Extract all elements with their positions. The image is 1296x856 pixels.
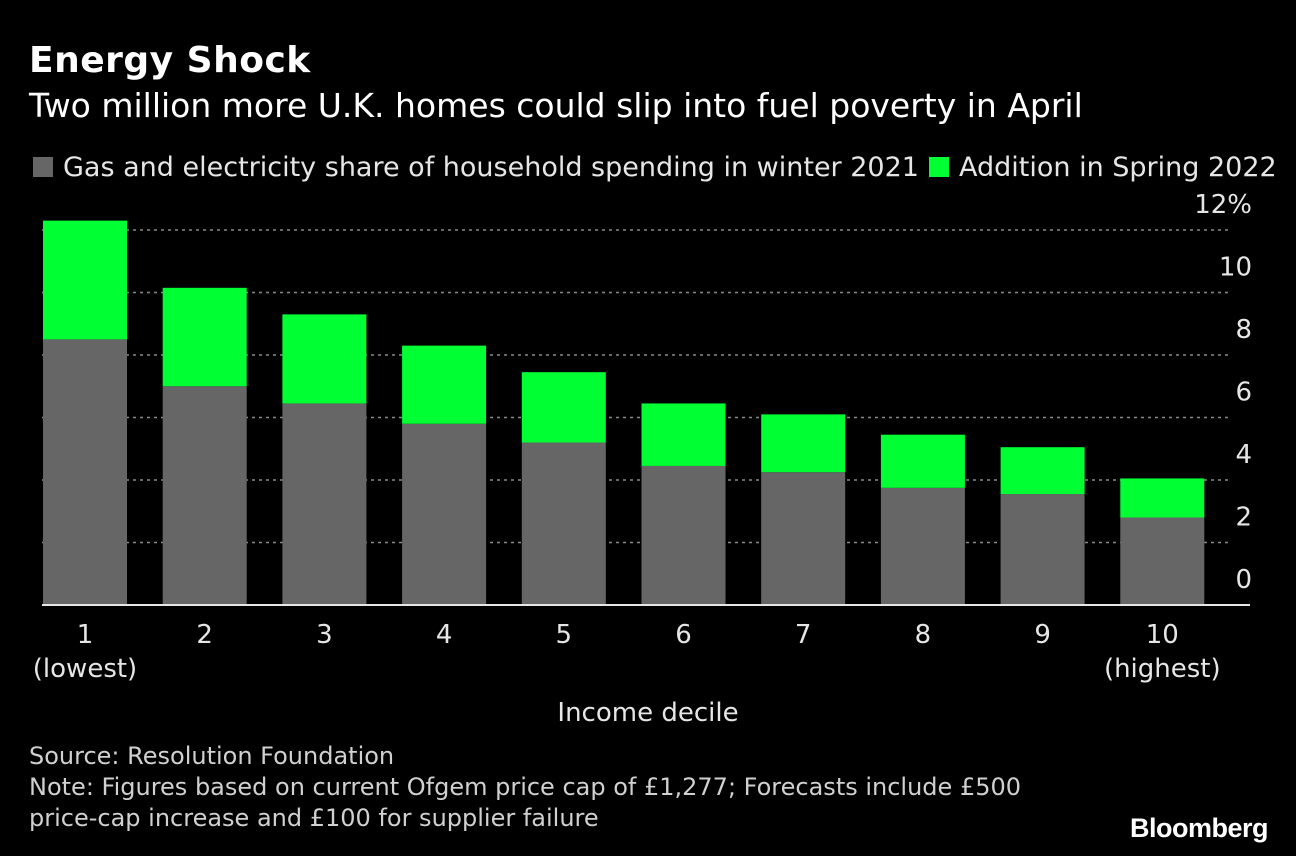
x-tick-sublabel: (highest) (1104, 654, 1221, 684)
x-tick-label: 1 (77, 620, 94, 650)
legend-label: Gas and electricity share of household s… (63, 151, 919, 183)
x-tick-label: 8 (915, 620, 932, 650)
bar-segment-spring-2022 (43, 220, 127, 340)
y-tick-label: 10 (1219, 253, 1252, 283)
x-tick-label: 3 (316, 620, 333, 650)
x-tick-label: 7 (795, 620, 812, 650)
legend-item-spring-2022: Addition in Spring 2022 (929, 150, 1277, 184)
y-tick-label: 12% (1194, 190, 1252, 220)
y-tick-label: 4 (1235, 440, 1252, 470)
bar-segment-spring-2022 (641, 403, 726, 466)
x-tick-label: 6 (675, 620, 692, 650)
bar-segment-spring-2022 (162, 287, 247, 387)
bar-segment-winter-2021 (761, 472, 846, 605)
legend-item-winter-2021: Gas and electricity share of household s… (33, 150, 919, 184)
x-axis-ticks: 1 (lowest) 2 3 4 5 6 7 8 9 10 (highest) (33, 620, 1221, 684)
chart-title: Energy Shock (29, 40, 311, 81)
bar-segment-winter-2021 (880, 487, 965, 605)
bar-segment-spring-2022 (1120, 478, 1205, 518)
bar-segment-spring-2022 (521, 372, 606, 443)
footnote-line-1: Note: Figures based on current Ofgem pri… (29, 773, 1022, 801)
bloomberg-logo: Bloomberg (1129, 813, 1269, 843)
y-axis-ticks: 0 2 4 6 8 10 12% (1194, 190, 1252, 595)
bar-segment-winter-2021 (641, 465, 726, 605)
bar-segment-spring-2022 (880, 434, 965, 488)
x-axis-label: Income decile (557, 698, 738, 728)
bar-segment-spring-2022 (402, 345, 487, 424)
bar-segment-spring-2022 (282, 314, 367, 404)
source-note: Source: Resolution Foundation (29, 742, 395, 770)
bar-segment-winter-2021 (1120, 517, 1205, 605)
bar-segment-winter-2021 (402, 423, 487, 605)
bar-segment-spring-2022 (761, 414, 846, 473)
y-tick-label: 2 (1235, 503, 1252, 533)
bars (43, 220, 1205, 605)
bar-segment-winter-2021 (43, 339, 127, 605)
legend-swatch-green (929, 157, 949, 177)
bar-segment-winter-2021 (282, 403, 367, 605)
x-tick-label: 5 (556, 620, 573, 650)
bar-segment-winter-2021 (521, 442, 606, 605)
y-tick-label: 6 (1235, 378, 1252, 408)
x-tick-label: 4 (436, 620, 453, 650)
bar-segment-winter-2021 (162, 386, 247, 605)
y-tick-label: 0 (1235, 565, 1252, 595)
x-tick-label: 2 (196, 620, 213, 650)
x-tick-label: 10 (1146, 620, 1179, 650)
bar-segment-spring-2022 (1000, 447, 1085, 495)
chart-subtitle: Two million more U.K. homes could slip i… (29, 86, 1083, 125)
legend-swatch-gray (33, 157, 53, 177)
legend-label: Addition in Spring 2022 (959, 151, 1277, 183)
x-tick-label: 9 (1034, 620, 1051, 650)
footnote-line-2: price-cap increase and £100 for supplier… (29, 804, 599, 832)
y-tick-label: 8 (1235, 315, 1252, 345)
bar-segment-winter-2021 (1000, 494, 1085, 605)
x-tick-sublabel: (lowest) (33, 654, 137, 684)
